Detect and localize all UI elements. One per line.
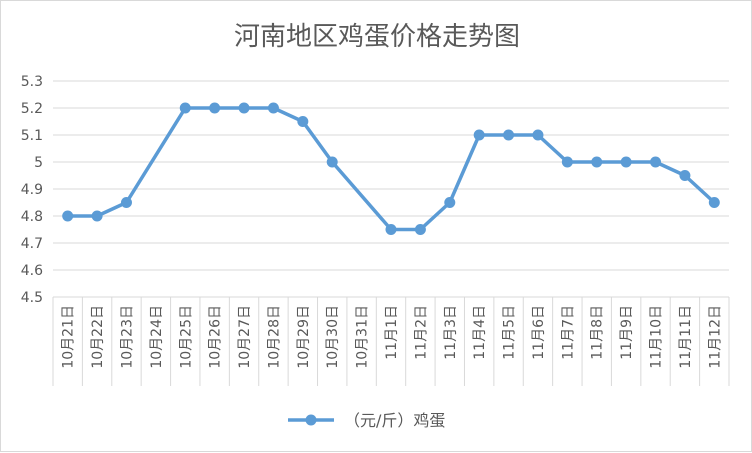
data-point bbox=[414, 224, 426, 235]
x-tick-label: 10月26日 bbox=[208, 305, 224, 369]
data-point bbox=[444, 197, 456, 208]
y-tick-label: 5.3 bbox=[21, 74, 43, 90]
data-point bbox=[473, 129, 485, 141]
data-point bbox=[532, 129, 544, 141]
x-tick-label: 11月5日 bbox=[502, 305, 518, 360]
x-tick-label: 10月21日 bbox=[61, 305, 77, 369]
x-tick-label: 11月7日 bbox=[560, 305, 576, 360]
y-tick-label: 4.5 bbox=[21, 290, 43, 306]
x-axis-tick-labels: 10月21日 10月22日 10月23日 10月24日 10月25日 10月26日 10月2… bbox=[61, 305, 724, 369]
y-tick-label: 5.1 bbox=[21, 128, 43, 144]
x-tick-label: 11月8日 bbox=[590, 305, 606, 360]
data-point bbox=[503, 129, 515, 141]
data-point bbox=[561, 156, 573, 168]
gridlines bbox=[53, 80, 729, 271]
chart-title: 河南地区鸡蛋价格走势图 bbox=[234, 22, 520, 52]
y-tick-label: 5.2 bbox=[21, 101, 43, 117]
x-tick-label: 10月24日 bbox=[149, 305, 165, 369]
x-tick-label: 11月6日 bbox=[531, 305, 547, 360]
x-tick-label: 11月3日 bbox=[443, 305, 459, 360]
x-tick-label: 10月23日 bbox=[119, 305, 135, 369]
series-line bbox=[67, 106, 716, 232]
y-tick-label: 4.8 bbox=[21, 209, 43, 225]
x-tick-label: 10月30日 bbox=[325, 305, 341, 369]
x-tick-label: 11月2日 bbox=[413, 305, 429, 360]
data-point bbox=[297, 116, 309, 127]
data-point bbox=[62, 210, 74, 222]
x-tick-label: 11月11日 bbox=[678, 305, 694, 369]
data-point bbox=[91, 210, 103, 222]
data-point bbox=[679, 170, 691, 181]
x-tick-label: 11月1日 bbox=[384, 305, 400, 360]
legend-point-marker bbox=[305, 414, 317, 426]
y-tick-label: 4.6 bbox=[21, 263, 43, 279]
x-tick-label: 10月22日 bbox=[90, 305, 106, 369]
y-tick-label: 5 bbox=[34, 155, 43, 171]
data-point bbox=[650, 156, 662, 168]
data-point bbox=[708, 197, 720, 208]
data-point bbox=[620, 156, 632, 168]
series-layer bbox=[62, 102, 720, 235]
x-tick-label: 11月12日 bbox=[707, 305, 723, 369]
x-tick-label: 11月9日 bbox=[619, 305, 635, 360]
legend: （元/斤）鸡蛋 bbox=[288, 411, 445, 430]
x-tick-label: 11月4日 bbox=[472, 305, 488, 360]
data-point bbox=[209, 102, 221, 114]
data-point bbox=[591, 156, 603, 168]
data-point bbox=[238, 102, 250, 114]
y-tick-label: 4.7 bbox=[21, 236, 43, 252]
x-tick-label: 10月29日 bbox=[296, 305, 312, 369]
legend-label: （元/斤）鸡蛋 bbox=[344, 411, 445, 430]
x-tick-label: 11月10日 bbox=[649, 305, 665, 369]
x-tick-label: 10月28日 bbox=[266, 305, 282, 369]
x-tick-label: 10月25日 bbox=[178, 305, 194, 369]
data-point bbox=[120, 197, 132, 208]
y-tick-label: 4.9 bbox=[21, 182, 43, 198]
data-point bbox=[267, 102, 279, 114]
data-point bbox=[326, 156, 338, 168]
y-axis-tick-labels: 4.5 4.6 4.7 4.8 4.9 5 5.1 5.2 5.3 bbox=[21, 74, 43, 306]
axes bbox=[52, 296, 730, 386]
x-tick-label: 10月27日 bbox=[237, 305, 253, 369]
data-point bbox=[385, 224, 397, 235]
data-point bbox=[179, 102, 191, 114]
x-tick-label: 10月31日 bbox=[355, 305, 371, 369]
